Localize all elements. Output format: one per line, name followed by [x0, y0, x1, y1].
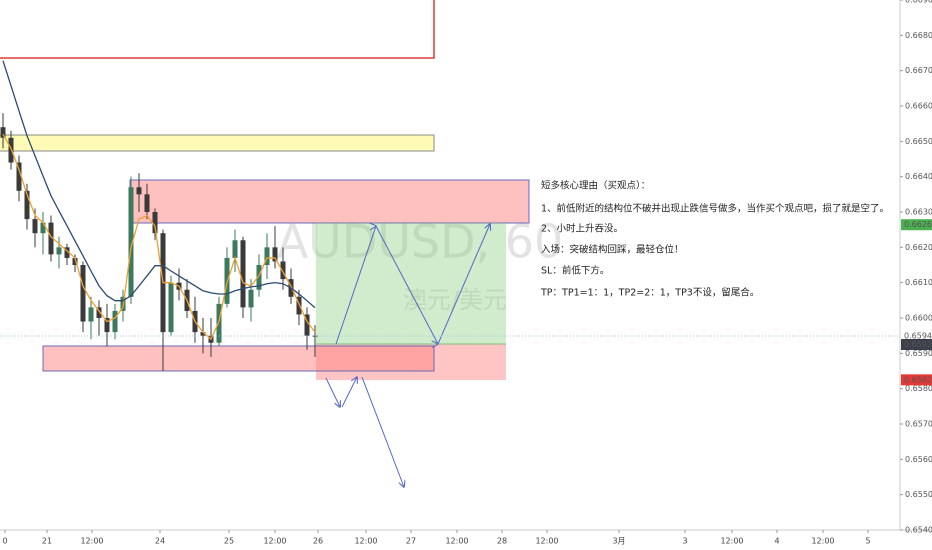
x-tick-label: 12:00: [720, 537, 743, 546]
candle-body: [80, 265, 86, 322]
price-tag-label: 0.65825: [904, 375, 932, 384]
candle-body: [256, 265, 262, 290]
price-tag-label: 0.65949: [904, 332, 932, 341]
candle-body: [0, 127, 6, 138]
plot: [0, 60, 318, 371]
price-tag-label: 0.65925: [904, 340, 932, 349]
candle-body: [24, 190, 30, 220]
candle-body: [200, 332, 206, 336]
candle-body: [304, 314, 310, 336]
x-tick-label: 0: [2, 537, 7, 546]
candle-body: [88, 307, 94, 322]
candle-body: [296, 296, 302, 315]
candle-body: [144, 194, 150, 212]
candle-body: [152, 212, 158, 234]
x-tick-label: 12:00: [263, 537, 286, 546]
x-tick-label: 4: [774, 537, 779, 546]
price-tag: [901, 219, 932, 231]
candle-body: [264, 247, 270, 265]
price-tag: [901, 374, 932, 386]
candle-body: [56, 247, 62, 255]
annotation: 短多核心理由（买观点）：: [541, 180, 650, 192]
candle-body: [40, 222, 46, 234]
x-tick-label: 27: [406, 537, 416, 546]
candle-body: [16, 162, 22, 191]
annotation-text: 短多核心理由（买观点）： 1、前低附近的结构位不破并出现止跌信号做多，当作买个观…: [540, 180, 889, 299]
down-arrow: [341, 377, 357, 408]
moving-average: [2, 60, 316, 309]
candle-body: [216, 303, 222, 343]
demand-zone: [42, 345, 435, 372]
supply-zone: [129, 179, 530, 224]
down-arrow: [361, 376, 404, 487]
candle-body: [272, 247, 278, 262]
x-tick-label: 28: [497, 537, 507, 546]
candle-body: [136, 187, 142, 195]
up-path: [335, 224, 490, 344]
candle-body: [168, 282, 174, 333]
yellow-zone: [0, 134, 435, 152]
annotation: 2、小时上升吞没。: [541, 223, 623, 235]
x-tick-label: 26: [313, 537, 323, 546]
target-zone: [316, 223, 506, 344]
red-box: [0, 0, 435, 59]
candle-body: [280, 261, 286, 280]
price-tag: [901, 339, 932, 350]
candle-body: [128, 187, 134, 297]
candle-body: [112, 310, 118, 333]
x-tick-label: 3: [682, 537, 687, 546]
x-tick-label: 3月: [612, 537, 625, 546]
drawings: [0, 0, 530, 487]
candle-body: [72, 257, 78, 265]
candle-body: [48, 222, 54, 255]
annotation: TP：TP1=1：1，TP2=2：1，TP3不设，留尾合。: [540, 287, 759, 299]
candle-body: [32, 219, 38, 234]
candle-body: [240, 240, 246, 308]
price-tag-label: 0.66264: [904, 220, 932, 229]
annotation: SL：前低下方。: [541, 265, 609, 277]
x-tick-label: 12:00: [535, 537, 558, 546]
x-tick-label: 21: [42, 537, 52, 546]
price-tag: [901, 330, 932, 342]
x-tick-label: 12:00: [445, 537, 468, 546]
annotation: 入场：突破结构回踩，最轻仓位！: [541, 244, 684, 256]
candle-body: [96, 307, 102, 318]
x-tick-label: 24: [155, 537, 165, 546]
candle-body: [104, 318, 110, 333]
x-tick-label: 5: [865, 537, 870, 546]
x-tick-label: 12:00: [811, 537, 834, 546]
candle-body: [232, 240, 238, 258]
candle-body: [64, 247, 70, 258]
moving-average: [2, 133, 316, 341]
down-arrow: [325, 377, 340, 407]
x-tick-label: 25: [224, 537, 234, 546]
candle-body: [248, 289, 254, 308]
annotation: 1、前低附近的结构位不破并出现止跌信号做多，当作买个观点吧，损了就是空了。: [541, 203, 889, 215]
x-tick-label: 12:00: [80, 537, 103, 546]
x-tick-label: 12:00: [354, 537, 377, 546]
